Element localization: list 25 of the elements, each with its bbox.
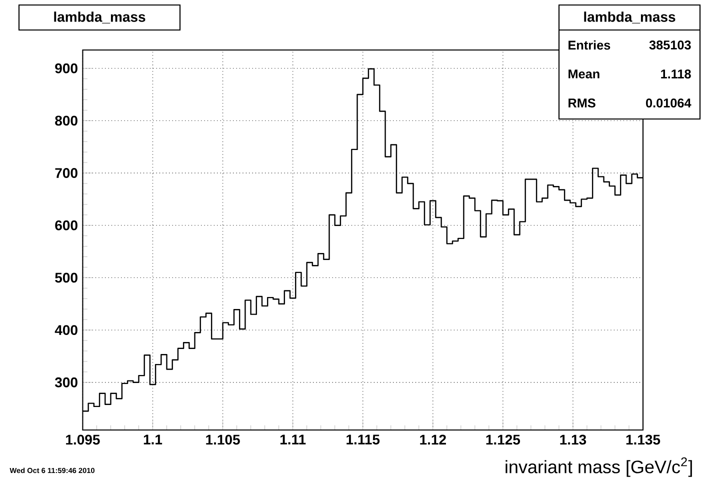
x-tick-label: 1.12 — [420, 434, 446, 444]
y-tick-label: 700 — [55, 168, 78, 178]
x-tick-label: 1.095 — [66, 434, 100, 445]
text: lambda_mass — [584, 12, 676, 24]
x-tick-label: 1.11 — [280, 434, 306, 444]
text: 385103 — [649, 40, 691, 50]
x-axis-title: invariant mass [GeV/c$^{2}$] — [506, 457, 692, 477]
x-tick-label: 1.135 — [626, 434, 660, 445]
y-tick-label: 800 — [55, 116, 78, 126]
text: 0.01064 — [646, 98, 692, 108]
text: 1.118 — [661, 70, 691, 78]
chart-title: lambda_mass — [54, 12, 146, 24]
x-tick-label: 1.115 — [346, 434, 380, 444]
y-tick-label: 900 — [55, 63, 78, 74]
annotation: RMS — [568, 98, 596, 108]
y-tick-label: 600 — [55, 220, 78, 230]
y-tick-label: 400 — [54, 325, 78, 335]
y-tick-label: 300 — [54, 377, 78, 388]
x-tick-label: 1.105 — [206, 434, 240, 445]
x-tick-label: 1.125 — [486, 434, 520, 445]
text: Entries — [568, 40, 610, 50]
annotation: Mean — [568, 70, 600, 78]
x-tick-label: 1.1 — [144, 434, 162, 444]
x-tick-label: 1.13 — [560, 434, 586, 445]
y-tick-label: 500 — [55, 272, 78, 283]
